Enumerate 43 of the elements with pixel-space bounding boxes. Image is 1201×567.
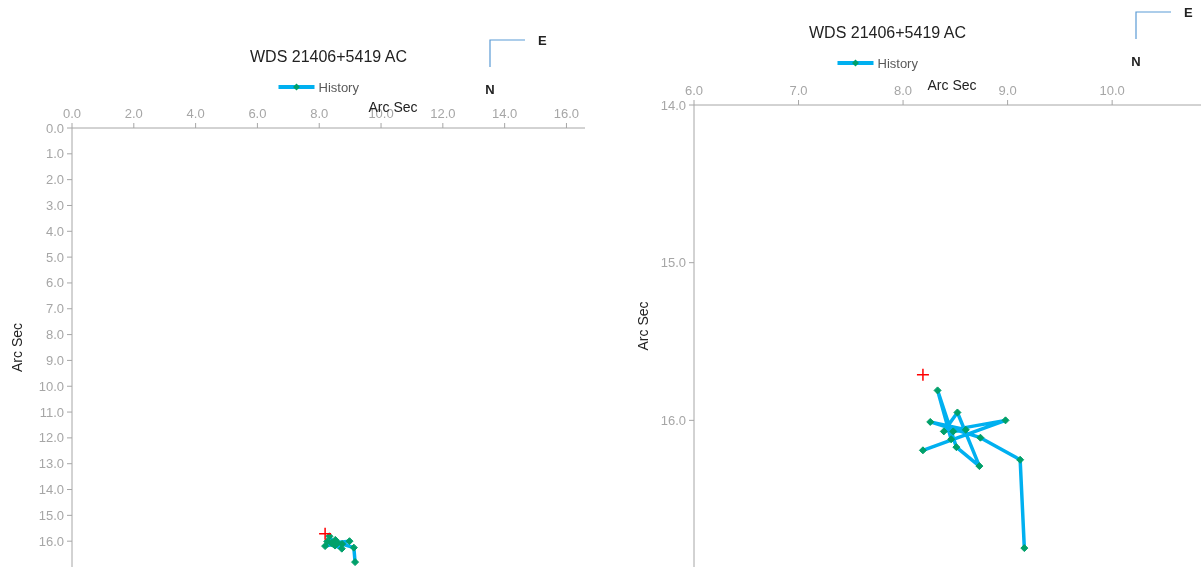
y-tick-label: 3.0 — [45, 197, 64, 213]
y-tick-label: 5.0 — [45, 249, 64, 265]
y-tick-label: 0.0 — [45, 120, 64, 136]
x-tick-label: 6.0 — [684, 83, 704, 98]
y-tick-label: 12.0 — [38, 430, 64, 446]
y-tick-label: 11.0 — [39, 404, 64, 420]
y-tick-label: 15.0 — [660, 255, 686, 271]
y-axis-title: Arc Sec — [9, 322, 25, 373]
text: E — [538, 33, 547, 48]
x-tick-label: 4.0 — [186, 106, 205, 121]
x-tick-label: 8.0 — [894, 83, 913, 98]
y-tick-label: 16.0 — [38, 533, 64, 549]
text: N — [485, 82, 495, 97]
x-tick-label: 10.0 — [1099, 83, 1125, 98]
x-tick-label: 14.0 — [491, 106, 518, 121]
y-tick-label: 4.0 — [45, 223, 64, 239]
chart-title: WDS 21406+5419 AC — [809, 24, 966, 41]
y-tick-label: 2.0 — [45, 172, 64, 188]
x-tick-label: 16.0 — [553, 106, 580, 121]
x-tick-label: 8.0 — [310, 106, 329, 121]
x-tick-label: 12.0 — [430, 106, 456, 121]
y-tick-label: 8.0 — [45, 327, 64, 343]
y-tick-label: 6.0 — [45, 275, 64, 291]
chart-title: WDS 21406+5419 AC — [250, 48, 407, 65]
y-axis-title: Arc Sec — [635, 301, 651, 351]
y-tick-label: 13.0 — [38, 456, 64, 472]
x-tick-label: 7.0 — [789, 83, 808, 98]
x-tick-label: 6.0 — [248, 106, 267, 121]
legend-label: History — [318, 80, 360, 95]
x-tick-label: 0.0 — [62, 106, 82, 121]
text: E — [1184, 5, 1193, 20]
y-tick-label: 16.0 — [660, 412, 686, 428]
x-tick-label: 9.0 — [998, 83, 1017, 98]
legend-label: History — [877, 56, 919, 71]
y-tick-label: 15.0 — [38, 507, 64, 523]
x-axis-title: Arc Sec — [927, 77, 977, 93]
y-tick-label: 9.0 — [45, 352, 64, 368]
text: N — [1131, 54, 1141, 69]
y-tick-label: 1.0 — [45, 146, 64, 162]
y-tick-label: 14.0 — [38, 482, 64, 498]
y-tick-label: 7.0 — [45, 301, 64, 317]
y-tick-label: 10.0 — [38, 378, 64, 394]
x-tick-label: 2.0 — [124, 106, 143, 121]
